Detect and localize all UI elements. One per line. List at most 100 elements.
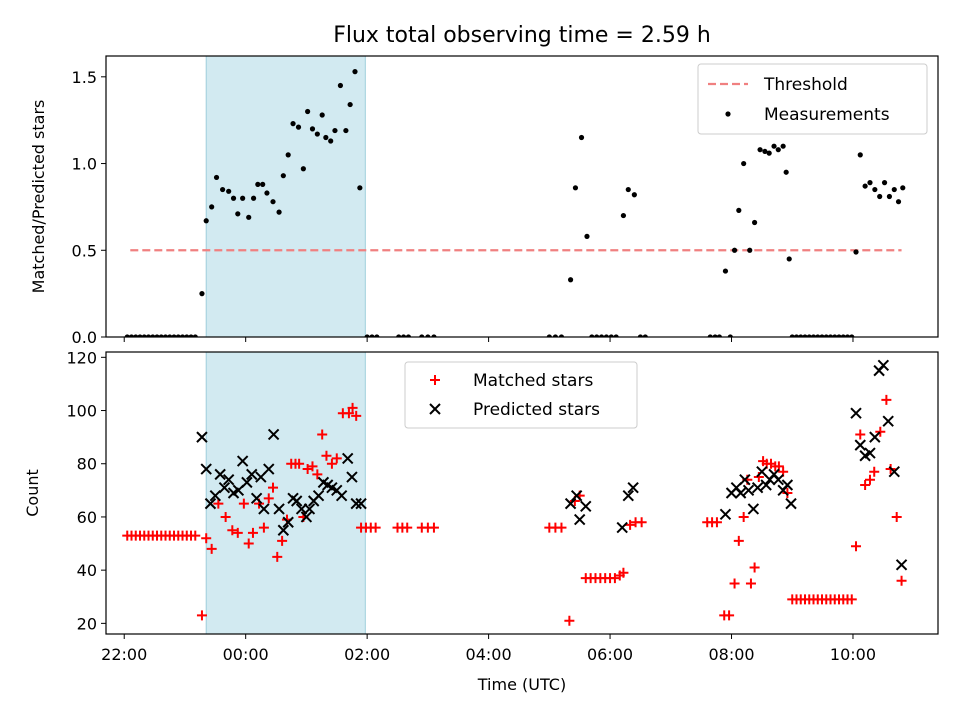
- measurement-point: [357, 185, 363, 191]
- matched-star-point: [312, 469, 323, 480]
- predicted-star-point: [785, 497, 797, 510]
- measurement-point: [766, 150, 772, 156]
- axes-frame: [105, 351, 939, 635]
- matched-star-point: [855, 429, 866, 440]
- predicted-star-point: [335, 489, 348, 502]
- predicted-star-point: [739, 473, 751, 486]
- matched-star-point: [247, 527, 258, 538]
- shaded-interval: [205, 55, 366, 338]
- measurement-point: [246, 214, 252, 220]
- measurement-point: [584, 233, 590, 239]
- measurement-point: [558, 334, 565, 337]
- measurement-point: [343, 127, 349, 134]
- legend-box: [404, 361, 638, 429]
- legend-threshold-label: Threshold: [763, 75, 848, 95]
- measurement-point: [309, 126, 316, 132]
- predicted-star-point: [850, 407, 862, 419]
- x-tick-label: 04:00: [466, 645, 512, 664]
- matched-star-point: [711, 517, 722, 528]
- predicted-star-point: [751, 481, 764, 494]
- matched-star-point: [738, 511, 749, 522]
- measurement-point: [431, 334, 437, 337]
- measurement-point: [337, 82, 344, 89]
- predicted-star-point: [616, 521, 628, 534]
- measurement-point: [425, 334, 431, 337]
- predicted-star-point: [282, 516, 294, 528]
- matched-star-point: [724, 610, 735, 621]
- predicted-star-point: [355, 497, 367, 510]
- matched-star-point: [556, 522, 567, 533]
- predicted-star-point: [236, 455, 249, 467]
- measurement-point: [775, 147, 781, 153]
- predicted-star-point: [196, 431, 208, 443]
- measurement-point: [374, 334, 380, 337]
- matched-star-point: [238, 498, 249, 509]
- measurement-point: [810, 334, 817, 337]
- predicted-star-point: [222, 473, 235, 486]
- measurement-point: [305, 108, 311, 115]
- measurement-point: [881, 180, 888, 186]
- measurement-point: [900, 185, 906, 191]
- measurement-point: [815, 334, 821, 337]
- measurement-point: [613, 334, 619, 337]
- legend-predicted-swatch: [429, 403, 441, 415]
- measurement-point: [642, 334, 648, 337]
- x-tick-label: 06:00: [587, 645, 633, 664]
- measurement-point: [727, 334, 733, 337]
- measurement-point: [276, 209, 282, 215]
- measurement-point: [572, 185, 579, 191]
- matched-star-point: [213, 498, 224, 509]
- matched-star-point: [749, 562, 760, 573]
- y-tick-label: 0.5: [72, 241, 97, 260]
- measurement-point: [620, 212, 627, 219]
- predicted-star-point: [277, 524, 290, 536]
- measurement-point: [793, 334, 800, 337]
- measurement-point: [137, 334, 143, 337]
- matched-star-point: [402, 522, 413, 533]
- x-tick-label: 08:00: [708, 645, 754, 664]
- measurement-point: [603, 334, 610, 337]
- matched-star-point: [891, 511, 902, 522]
- predicted-star-point: [895, 559, 908, 571]
- matched-star-point: [206, 543, 217, 554]
- predicted-star-point: [263, 463, 275, 475]
- measurement-point: [209, 204, 215, 210]
- measurement-point: [162, 334, 169, 337]
- matched-star-point: [846, 594, 857, 605]
- measurement-point: [832, 334, 838, 337]
- predicted-star-point: [877, 359, 890, 372]
- matched-star-point: [896, 575, 907, 586]
- measurement-point: [637, 334, 644, 337]
- measurement-point: [747, 247, 753, 253]
- measurement-point: [332, 127, 338, 134]
- matched-star-point: [869, 466, 880, 477]
- measurement-point: [844, 334, 851, 337]
- measurement-point: [124, 334, 130, 337]
- shaded-interval: [205, 351, 366, 635]
- matched-star-point: [190, 530, 201, 541]
- measurement-point: [133, 334, 139, 337]
- predicted-star-point: [258, 503, 270, 515]
- x-tick-label: 10:00: [830, 645, 876, 664]
- predicted-star-point: [209, 489, 222, 502]
- measurement-point: [862, 183, 868, 189]
- predicted-star-point: [760, 479, 772, 491]
- x-tick-label: 22:00: [101, 645, 147, 664]
- top-panel: 0.0 0.5 1.0 1.5 Matched/Predicted stars Thres…: [29, 55, 939, 347]
- matched-star-point: [636, 517, 647, 528]
- measurement-point: [314, 131, 320, 137]
- measurement-point: [328, 138, 334, 144]
- matched-star-point: [220, 511, 231, 522]
- matched-star-point: [307, 461, 318, 472]
- predicted-star-point: [303, 503, 316, 515]
- predicted-star-point: [204, 497, 217, 510]
- predicted-star-point: [627, 481, 639, 494]
- measurement-point: [798, 334, 804, 337]
- legend-matched-swatch: [430, 375, 440, 385]
- matched-star-point: [428, 522, 439, 533]
- measurement-point: [230, 195, 237, 201]
- measurement-point: [405, 334, 412, 337]
- measurement-point: [631, 192, 637, 198]
- measurement-point: [886, 193, 893, 200]
